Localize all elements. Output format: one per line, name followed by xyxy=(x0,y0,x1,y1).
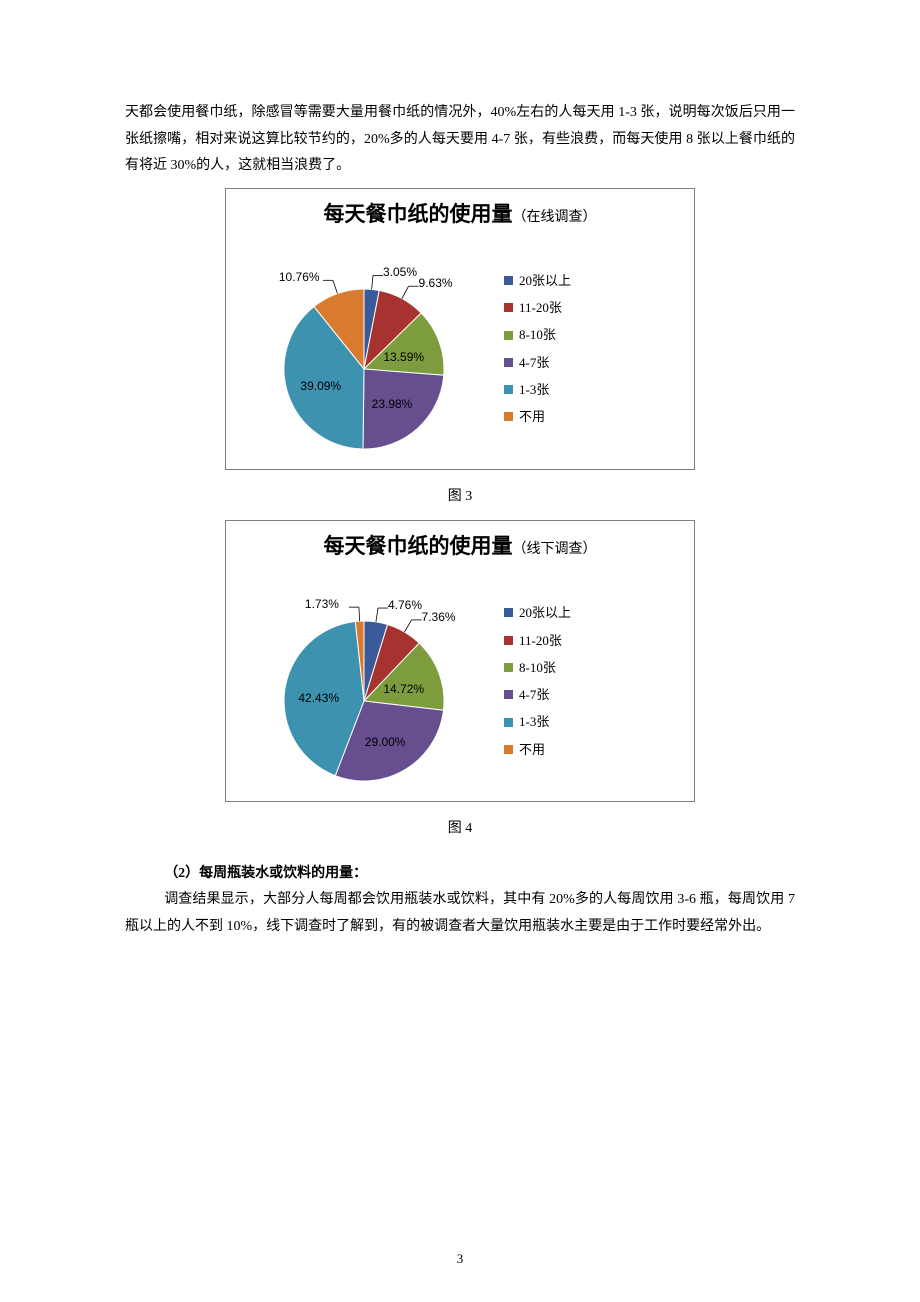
legend-label: 4-7张 xyxy=(519,681,549,708)
legend-label: 1-3张 xyxy=(519,708,549,735)
pie-slice-label: 14.72% xyxy=(383,678,424,701)
legend-item: 8-10张 xyxy=(504,321,571,348)
legend-item: 11-20张 xyxy=(504,627,571,654)
legend-item: 不用 xyxy=(504,403,571,430)
pie-slice-label: 23.98% xyxy=(372,393,413,416)
chart3-title: 每天餐巾纸的使用量（在线调查） xyxy=(226,189,694,235)
legend-label: 1-3张 xyxy=(519,376,549,403)
pie-slice-label: 1.73% xyxy=(305,593,339,616)
legend-item: 4-7张 xyxy=(504,681,571,708)
subheading-bottled-water: （2）每周瓶装水或饮料的用量： xyxy=(125,861,795,888)
legend-item: 1-3张 xyxy=(504,376,571,403)
legend-swatch xyxy=(504,331,513,340)
pie-slice-label: 3.05% xyxy=(383,261,417,284)
legend-item: 20张以上 xyxy=(504,267,571,294)
pie-slice-label: 10.76% xyxy=(279,266,320,289)
pie-slice-label: 9.63% xyxy=(419,272,453,295)
paragraph-intro: 天都会使用餐巾纸，除感冒等需要大量用餐巾纸的情况外，40%左右的人每天用 1-3… xyxy=(125,100,795,180)
legend-label: 20张以上 xyxy=(519,267,571,294)
legend-swatch xyxy=(504,636,513,645)
chart4-title-main: 每天餐巾纸的使用量 xyxy=(324,534,513,558)
chart3-title-main: 每天餐巾纸的使用量 xyxy=(324,202,513,226)
page-number: 3 xyxy=(0,1247,920,1272)
chart4-legend: 20张以上11-20张8-10张4-7张1-3张不用 xyxy=(494,599,571,763)
chart-napkin-online: 每天餐巾纸的使用量（在线调查） 3.05%9.63% 13.59% 23.98% 39… xyxy=(225,188,695,470)
legend-item: 1-3张 xyxy=(504,708,571,735)
legend-swatch xyxy=(504,385,513,394)
legend-swatch xyxy=(504,608,513,617)
legend-swatch xyxy=(504,412,513,421)
chart-napkin-offline: 每天餐巾纸的使用量（线下调查） 4.76%7.36% 14.72% 29.00% 42… xyxy=(225,520,695,802)
legend-swatch xyxy=(504,718,513,727)
legend-swatch xyxy=(504,358,513,367)
legend-item: 不用 xyxy=(504,736,571,763)
legend-label: 11-20张 xyxy=(519,294,562,321)
legend-swatch xyxy=(504,276,513,285)
legend-item: 20张以上 xyxy=(504,599,571,626)
legend-swatch xyxy=(504,663,513,672)
pie-slice-label: 4.76% xyxy=(388,594,422,617)
legend-label: 4-7张 xyxy=(519,349,549,376)
pie-slice-label: 29.00% xyxy=(365,731,406,754)
legend-item: 4-7张 xyxy=(504,349,571,376)
caption-fig4: 图 4 xyxy=(125,816,795,843)
pie-slice-label: 13.59% xyxy=(383,346,424,369)
legend-swatch xyxy=(504,745,513,754)
chart4-title: 每天餐巾纸的使用量（线下调查） xyxy=(226,521,694,567)
chart4-pie: 4.76%7.36% 14.72% 29.00% 42.43% 1.73% xyxy=(234,571,494,791)
legend-label: 8-10张 xyxy=(519,321,556,348)
legend-label: 11-20张 xyxy=(519,627,562,654)
chart3-title-sub: （在线调查） xyxy=(513,210,597,225)
caption-fig3: 图 3 xyxy=(125,484,795,511)
legend-item: 8-10张 xyxy=(504,654,571,681)
legend-label: 8-10张 xyxy=(519,654,556,681)
legend-item: 11-20张 xyxy=(504,294,571,321)
pie-slice-label: 42.43% xyxy=(298,687,339,710)
chart3-legend: 20张以上11-20张8-10张4-7张1-3张不用 xyxy=(494,267,571,431)
legend-label: 不用 xyxy=(519,736,545,763)
legend-label: 20张以上 xyxy=(519,599,571,626)
pie-slice-label: 7.36% xyxy=(422,606,456,629)
pie-slice-label: 39.09% xyxy=(300,375,341,398)
chart4-title-sub: （线下调查） xyxy=(513,542,597,557)
legend-swatch xyxy=(504,690,513,699)
chart3-pie: 3.05%9.63% 13.59% 23.98% 39.09% 10.76% xyxy=(234,239,494,459)
legend-swatch xyxy=(504,303,513,312)
paragraph-bottled-water: 调查结果显示，大部分人每周都会饮用瓶装水或饮料，其中有 20%多的人每周饮用 3… xyxy=(125,887,795,940)
legend-label: 不用 xyxy=(519,403,545,430)
